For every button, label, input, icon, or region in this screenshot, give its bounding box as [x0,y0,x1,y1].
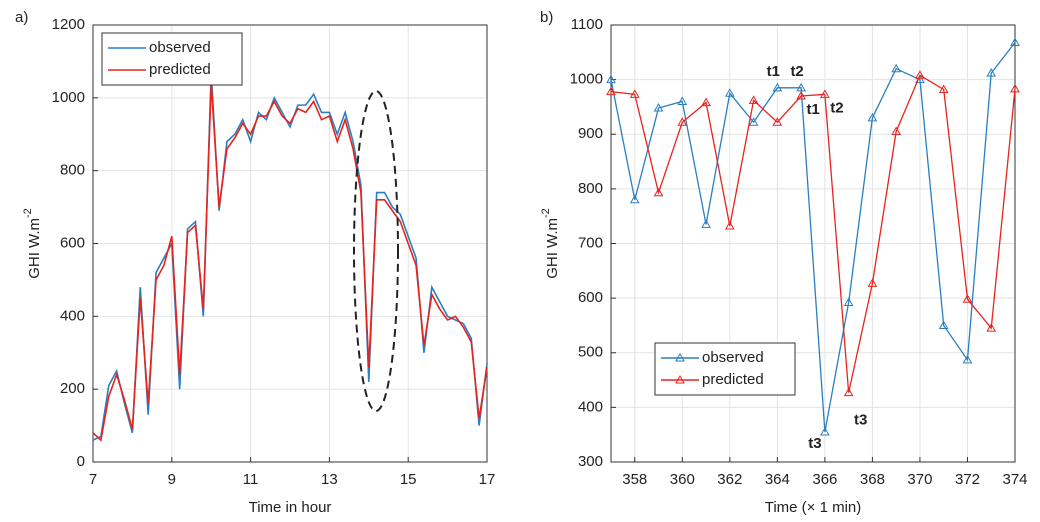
data-point [653,103,664,112]
panel-label: a) [15,9,28,26]
y-tick-label: 600 [578,289,603,306]
data-point [915,70,925,79]
y-tick-label: 0 [77,453,85,470]
x-tick-label: 368 [860,471,885,488]
annotation: t3 [854,412,867,429]
annotation: t2 [790,63,803,80]
data-point [820,89,830,98]
data-point [891,63,902,73]
data-point [629,194,640,204]
y-tick-label: 1200 [52,16,85,33]
x-tick-label: 13 [321,471,338,488]
series-line [610,74,1016,393]
x-tick-label: 362 [717,471,742,488]
data-point [962,294,973,303]
data-point [796,82,806,92]
panel-label: b) [540,9,553,26]
legend-label: predicted [149,61,211,78]
data-point [843,387,854,397]
y-tick-label: 400 [60,307,85,324]
x-tick-label: 7 [89,471,97,488]
data-point [867,278,878,287]
y-tick-label: 800 [578,180,603,197]
data-point [891,126,902,136]
x-tick-label: 370 [907,471,932,488]
data-point [938,320,949,329]
y-axis-label-sup: -2 [22,208,34,218]
data-point [606,86,616,96]
data-point [653,187,664,197]
x-tick-label: 372 [955,471,980,488]
data-point [772,117,783,126]
y-axis-label: GHI W.m-2 [540,208,561,279]
data-point [677,117,688,126]
x-axis-label: Time (× 1 min) [765,499,862,516]
data-point [867,112,878,122]
data-point [820,426,830,436]
y-tick-label: 1000 [52,89,85,106]
data-point [677,96,688,105]
legend-marker [675,374,685,384]
x-tick-label: 11 [243,471,259,488]
x-axis-label: Time in hour [249,499,332,516]
data-point [843,297,854,306]
y-tick-label: 500 [578,344,603,361]
data-point [701,219,711,228]
legend-marker [675,352,685,362]
legend-box [654,342,796,396]
data-point [701,97,711,107]
data-point [986,68,997,77]
y-tick-label: 700 [578,234,603,251]
series-line [92,72,488,441]
series-line [92,83,488,442]
x-tick-label: 358 [622,471,647,488]
legend-label: observed [702,349,764,366]
data-point [724,88,735,97]
annotation: t1 [767,63,780,80]
x-tick-label: 17 [479,471,496,488]
legend-label: predicted [702,371,764,388]
y-axis-label-main: GHI W.m [26,218,43,279]
annotation: t2 [830,99,843,116]
y-tick-label: 900 [578,125,603,142]
y-axis-label-main: GHI W.m [544,218,561,279]
legend-label: observed [149,39,211,56]
data-point [748,95,759,104]
legend-box [101,32,243,86]
data-point [1010,37,1020,46]
data-point [938,84,949,93]
y-axis-label: GHI W.m-2 [22,208,43,279]
data-point [748,117,759,126]
y-tick-label: 300 [578,453,603,470]
y-tick-label: 800 [60,162,85,179]
x-tick-label: 9 [168,471,176,488]
annotation: t1 [806,101,819,118]
data-point [606,74,616,84]
data-point [796,91,806,100]
series-line [610,42,1016,433]
plot-frame [610,24,1016,463]
x-tick-label: 364 [765,471,790,488]
data-point [629,89,640,98]
data-point [986,323,997,332]
highlight-ellipse [353,90,399,412]
annotation: t3 [808,435,821,452]
y-tick-label: 1000 [570,71,603,88]
data-point [724,221,735,230]
y-tick-label: 200 [60,380,85,397]
x-tick-label: 374 [1002,471,1027,488]
plot-frame [92,24,488,463]
x-tick-label: 366 [812,471,837,488]
data-point [962,354,973,364]
y-tick-label: 600 [60,234,85,251]
y-tick-label: 1100 [571,16,603,33]
data-point [772,82,783,92]
x-tick-label: 360 [670,471,695,488]
data-point [1010,83,1020,93]
y-tick-label: 400 [578,398,603,415]
y-axis-label-sup: -2 [540,208,552,218]
x-tick-label: 15 [400,471,417,488]
